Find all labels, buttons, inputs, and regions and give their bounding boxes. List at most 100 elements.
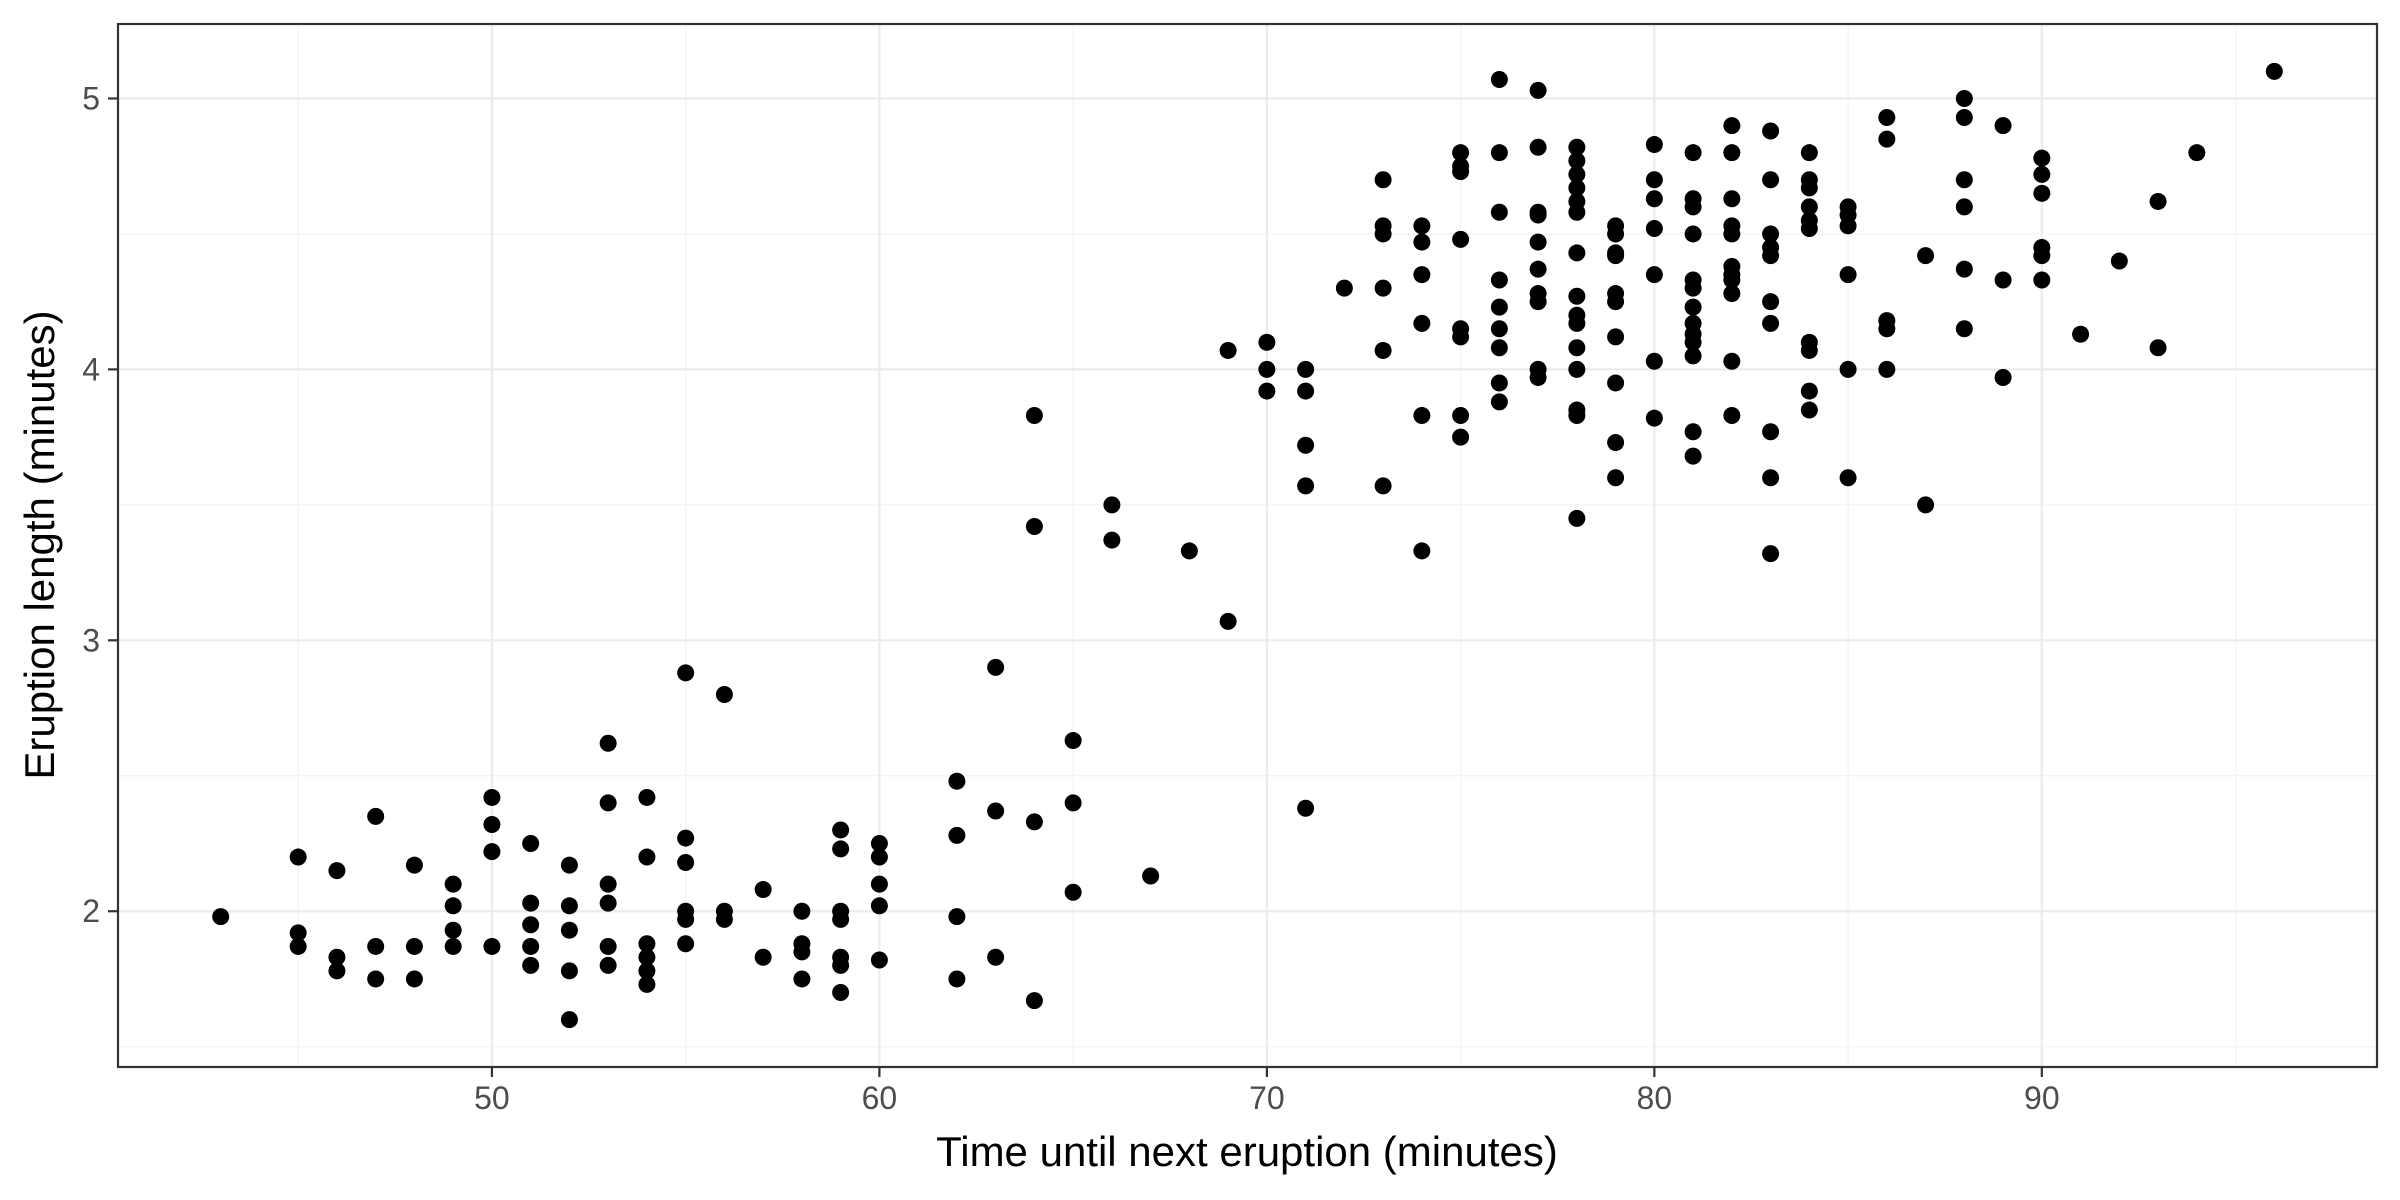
data-point [1684,423,1702,441]
data-point [1800,382,1818,400]
data-point [2033,247,2051,265]
data-point [1955,108,1973,126]
data-point [1878,320,1896,338]
data-point [1490,320,1508,338]
data-point [1103,496,1121,514]
data-point [328,862,346,880]
data-point [793,902,811,920]
data-point [677,853,695,871]
data-point [1723,117,1741,135]
data-point [2033,271,2051,289]
data-point [1723,144,1741,162]
data-point [870,951,888,969]
data-point [599,956,617,974]
plot-panel-border [116,22,2379,1069]
data-point [599,894,617,912]
data-point [1374,279,1392,297]
data-point [1762,122,1780,140]
data-point [1762,247,1780,265]
data-point [1955,198,1973,216]
data-point [1684,225,1702,243]
data-point [1994,369,2012,387]
data-point [1452,163,1470,181]
data-point [1490,298,1508,316]
data-point [560,856,578,874]
data-point [483,816,501,834]
data-point [677,910,695,928]
data-point [1645,220,1663,238]
data-point [1955,171,1973,189]
data-point [1955,320,1973,338]
data-point [1452,144,1470,162]
data-point [444,921,462,939]
data-point [522,937,540,955]
data-point [289,848,307,866]
data-point [1607,374,1625,392]
data-point [1335,279,1353,297]
data-point [1452,230,1470,248]
data-point [870,835,888,852]
data-point [1762,225,1780,243]
data-point [1762,545,1780,563]
data-point [1490,393,1508,411]
data-point [212,908,230,926]
data-point [1994,271,2012,289]
data-point [405,856,423,874]
data-point [1800,401,1818,419]
data-point [367,970,385,988]
data-point [1917,247,1935,265]
data-point [987,658,1005,676]
data-point [1258,360,1276,378]
data-point [1568,339,1586,357]
data-point [1568,509,1586,527]
data-point [599,875,617,893]
data-point [2033,165,2051,183]
data-point [1568,138,1586,156]
x-tick-label: 70 [1249,1080,1285,1116]
data-point [1645,171,1663,189]
x-tick-label: 80 [1637,1080,1673,1116]
data-point [1684,333,1702,351]
data-point [2149,339,2167,357]
data-point [1723,406,1741,424]
data-point [444,897,462,915]
data-point [1800,341,1818,359]
data-point [1529,206,1547,224]
data-point [1762,171,1780,189]
data-point [754,881,772,899]
data-point [1955,260,1973,278]
data-point [948,826,966,844]
data-point [1800,144,1818,162]
x-tick-label: 90 [2024,1080,2060,1116]
data-point [1994,117,2012,135]
data-point [444,937,462,955]
data-point [1723,352,1741,370]
x-tick-label: 60 [862,1080,898,1116]
axis-ticks: 50 60 70 80 90 2 3 4 5 [82,81,2059,1117]
data-point [1684,347,1702,365]
data-point [1607,247,1625,265]
data-point [328,962,346,980]
data-point [1607,434,1625,452]
data-point [677,935,695,953]
data-point [2072,325,2090,343]
data-point [1413,314,1431,332]
data-point [1297,382,1315,400]
data-point [1723,225,1741,243]
data-point [1568,179,1586,197]
data-point [1025,992,1043,1010]
data-point [1490,71,1508,89]
data-point [1917,496,1935,514]
x-axis-title: Time until next eruption (minutes) [936,1128,1558,1175]
data-point [793,943,811,961]
data-point [1568,244,1586,262]
data-point [832,984,850,1001]
data-point [1568,165,1586,183]
data-point [987,948,1005,966]
data-point [289,924,307,942]
data-point [483,937,501,955]
data-point [1839,360,1857,378]
data-point [328,948,346,966]
y-tick-label: 4 [82,351,100,387]
data-point [832,910,850,928]
